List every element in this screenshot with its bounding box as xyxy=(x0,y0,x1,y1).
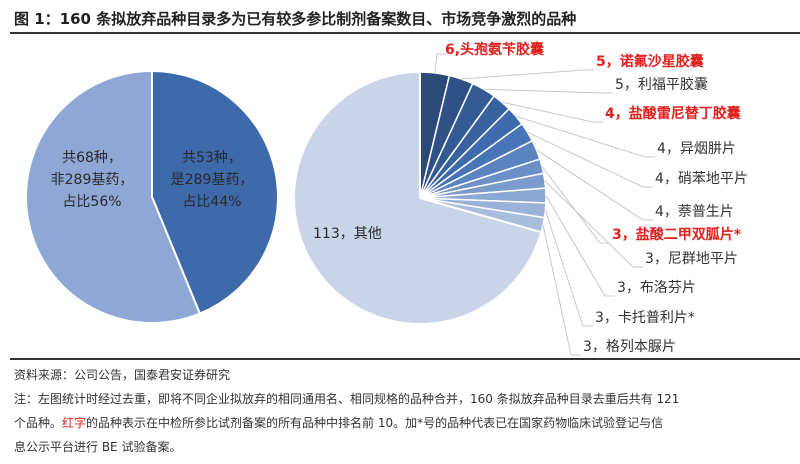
note-line-2: 个品种。红字的品种表示在中检所参比试剂备案的所有品种中排名前 10。加*号的品种… xyxy=(14,414,663,431)
leader-line xyxy=(527,131,653,188)
slice-label: 6,头孢氨苄胶囊 xyxy=(445,41,545,58)
note-text: 个品种。 xyxy=(14,416,63,430)
figure-title: 图 1：160 条拟放弃品种目录多为已有较多参比制剂备案数目、市场竞争激烈的品种 xyxy=(14,10,577,28)
slice-label: 占比44% xyxy=(182,194,241,210)
slice-label: 4，硝苯地平片 xyxy=(655,170,748,187)
pie-slice xyxy=(151,69,279,315)
slice-label: 113，其他 xyxy=(313,226,382,242)
slice-label: 占比56% xyxy=(62,194,121,210)
slice-label: 5，诺氟沙星胶囊 xyxy=(596,53,705,70)
note-line-1: 注：左图统计时经过去重，即将不同企业拟放弃的相同通用名、相同规格的品种合并，16… xyxy=(14,392,680,406)
slice-label: 5，利福平胶囊 xyxy=(615,76,708,93)
title-divider xyxy=(10,32,800,34)
leader-line xyxy=(483,88,613,94)
slice-label: 3，尼群地平片 xyxy=(645,251,738,267)
leader-line xyxy=(501,101,603,123)
leader-line xyxy=(515,115,655,158)
slice-label: 4，萘普生片 xyxy=(655,204,734,220)
leader-line xyxy=(542,224,581,356)
pie-slice xyxy=(293,70,543,325)
slice-label: 3，卡托普利片* xyxy=(595,310,695,326)
slice-label: 是289基药， xyxy=(171,171,254,188)
note-line-3: 息公示平台进行 BE 试验备案。 xyxy=(14,440,182,454)
slice-label: 3，布洛芬片 xyxy=(617,280,696,296)
slice-label: 4，盐酸雷尼替丁胶囊 xyxy=(605,105,742,122)
slice-label: 共53种， xyxy=(182,150,242,166)
note-text: 的品种表示在中检所参比试剂备案的所有品种中排名前 10。加*号的品种代表已在国家… xyxy=(86,416,664,430)
leader-line xyxy=(461,69,594,80)
slice-label: 3，格列本脲片 xyxy=(583,339,676,355)
pie-slice xyxy=(25,69,202,324)
slice-label: 非289基药， xyxy=(51,171,134,188)
source-note: 资料来源：公司公告，国泰君安证券研究 xyxy=(14,368,231,382)
footer-divider xyxy=(10,358,800,360)
leader-line xyxy=(541,165,610,244)
slice-label: 4，异烟肼片 xyxy=(657,141,736,157)
leader-line xyxy=(536,149,653,221)
leader-line xyxy=(544,210,593,327)
slice-label: 3，盐酸二甲双胍片* xyxy=(612,226,742,243)
leader-line xyxy=(544,180,643,268)
slice-label: 共68种， xyxy=(62,150,122,166)
leader-line xyxy=(434,53,447,73)
leader-line xyxy=(545,195,615,297)
note-red-text: 红字 xyxy=(62,416,87,430)
